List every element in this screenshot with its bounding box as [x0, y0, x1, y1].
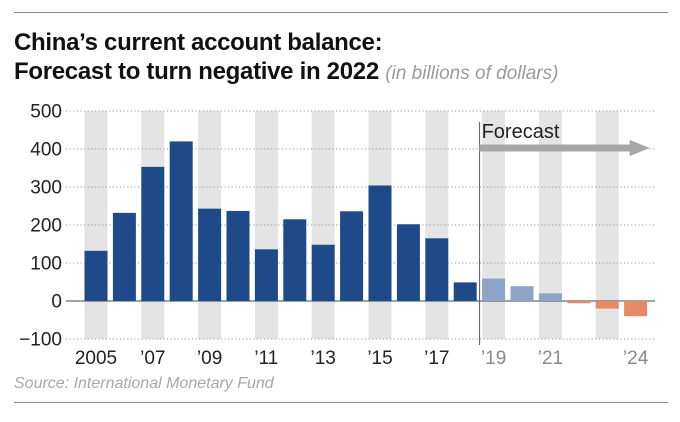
x-tick-label-2013: ’13: [311, 348, 336, 369]
bar-2016: [396, 224, 420, 301]
bar-2012: [283, 219, 307, 301]
x-tick-label-2017: ’17: [424, 348, 449, 369]
unit-note: (in billions of dollars): [385, 63, 559, 84]
bar-2010: [226, 210, 250, 301]
forecast-arrow-shaft: [479, 144, 632, 152]
bar-2024: [624, 301, 648, 317]
y-tick-label: 500: [30, 102, 62, 123]
x-tick-label-2024: ’24: [623, 348, 649, 369]
x-tick-label-2005: 2005: [75, 348, 117, 369]
y-tick-label: 300: [30, 178, 62, 199]
bar-2023: [595, 301, 619, 309]
bar-2013: [311, 244, 335, 301]
x-tick-label-2009: ’09: [197, 348, 222, 369]
y-tick-label: −100: [19, 330, 62, 351]
bar-2009: [198, 208, 222, 301]
bar-2017: [425, 238, 449, 301]
x-tick-label-2019: ’19: [481, 348, 506, 369]
bar-2020: [510, 286, 534, 301]
x-tick-label-2021: ’21: [538, 348, 563, 369]
title-line-2-text: Forecast to turn negative in 2022: [14, 58, 379, 85]
y-tick-label: 0: [51, 292, 62, 313]
bar-2015: [368, 185, 392, 301]
bar-2014: [340, 211, 364, 301]
top-rule: [14, 12, 668, 13]
chart-title: China’s current account balance: Forecas…: [14, 28, 558, 88]
bar-2018: [453, 282, 477, 301]
x-tick-label-2011: ’11: [254, 348, 278, 369]
forecast-arrow-head: [629, 140, 650, 156]
y-tick-label: 200: [30, 216, 62, 237]
bar-2019: [482, 278, 506, 301]
y-tick-label: 400: [30, 140, 62, 161]
bar-2008: [169, 141, 193, 301]
x-tick-label-2007: ’07: [140, 348, 165, 369]
stripe-2021: [538, 111, 562, 339]
bottom-rule: [14, 402, 668, 403]
bar-2005: [84, 250, 108, 301]
source-note: Source: International Monetary Fund: [14, 375, 274, 392]
title-line-2: Forecast to turn negative in 2022 (in bi…: [14, 57, 558, 88]
bar-2022: [567, 301, 591, 304]
bar-2011: [254, 249, 278, 301]
bar-2021: [538, 293, 562, 301]
forecast-label: Forecast: [482, 121, 560, 143]
x-tick-label-2015: ’15: [367, 348, 392, 369]
title-line-1: China’s current account balance:: [14, 29, 383, 56]
y-tick-label: 100: [30, 254, 62, 275]
bar-2006: [112, 212, 136, 301]
stripe-2011: [254, 111, 278, 339]
bar-2007: [141, 166, 165, 301]
